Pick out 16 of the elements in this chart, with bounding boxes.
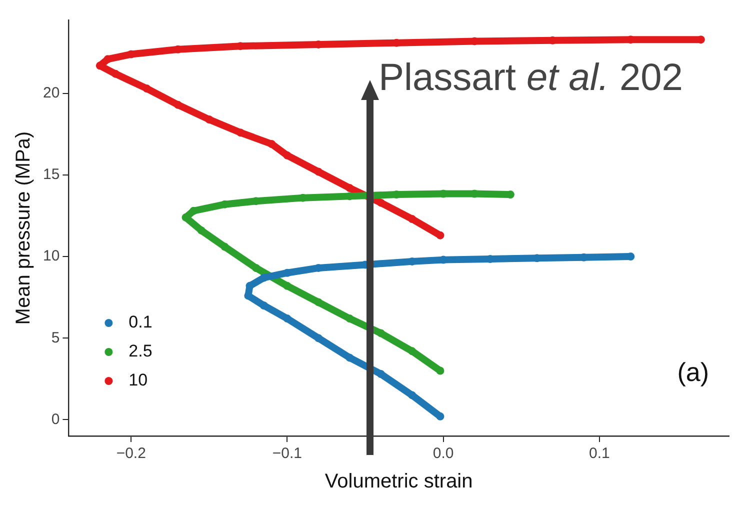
y-tick-label: 20 bbox=[42, 84, 60, 102]
legend-label: 2.5 bbox=[128, 342, 152, 361]
y-tick-label: 0 bbox=[51, 410, 60, 428]
annotation: (a) bbox=[677, 357, 709, 388]
y-axis-title: Mean pressure (MPa) bbox=[12, 131, 35, 325]
x-axis-title: Volumetric strain bbox=[324, 470, 473, 493]
y-tick-label: 15 bbox=[42, 166, 60, 184]
y-tick-label: 10 bbox=[42, 248, 60, 265]
x-tick-label: −0.1 bbox=[272, 445, 302, 462]
x-tick-label: 0.0 bbox=[432, 445, 454, 462]
x-tick-label: −0.2 bbox=[116, 445, 146, 462]
legend-label: 10 bbox=[128, 370, 148, 390]
legend-label: 0.1 bbox=[128, 312, 152, 332]
y-tick-label: 5 bbox=[51, 329, 60, 346]
annotation: Plassart et al. 202 bbox=[378, 57, 683, 99]
x-tick-label: 0.1 bbox=[589, 445, 610, 462]
